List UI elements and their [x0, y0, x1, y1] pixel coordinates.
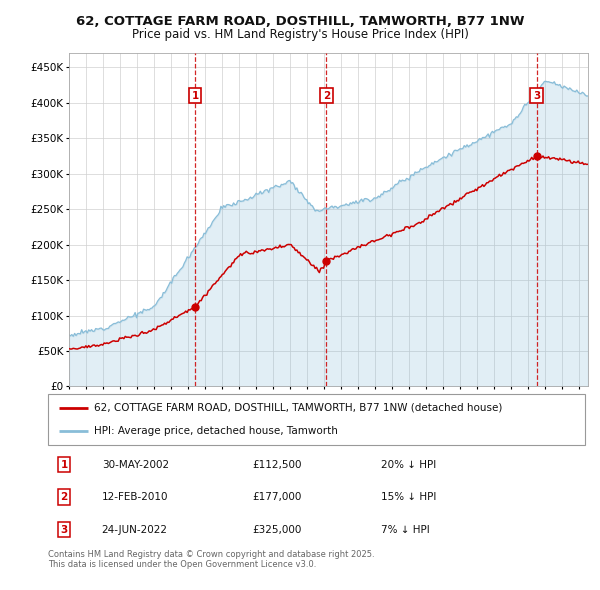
- Text: £112,500: £112,500: [252, 460, 302, 470]
- Text: 62, COTTAGE FARM ROAD, DOSTHILL, TAMWORTH, B77 1NW (detached house): 62, COTTAGE FARM ROAD, DOSTHILL, TAMWORT…: [94, 402, 502, 412]
- Text: £177,000: £177,000: [252, 492, 301, 502]
- Text: 12-FEB-2010: 12-FEB-2010: [102, 492, 168, 502]
- Text: 62, COTTAGE FARM ROAD, DOSTHILL, TAMWORTH, B77 1NW: 62, COTTAGE FARM ROAD, DOSTHILL, TAMWORT…: [76, 15, 524, 28]
- Text: 1: 1: [191, 91, 199, 101]
- Text: 7% ↓ HPI: 7% ↓ HPI: [381, 525, 430, 535]
- Text: 30-MAY-2002: 30-MAY-2002: [102, 460, 169, 470]
- Text: HPI: Average price, detached house, Tamworth: HPI: Average price, detached house, Tamw…: [94, 427, 338, 437]
- Text: Contains HM Land Registry data © Crown copyright and database right 2025.
This d: Contains HM Land Registry data © Crown c…: [48, 550, 374, 569]
- Text: 2: 2: [61, 492, 68, 502]
- FancyBboxPatch shape: [48, 394, 585, 445]
- Text: Price paid vs. HM Land Registry's House Price Index (HPI): Price paid vs. HM Land Registry's House …: [131, 28, 469, 41]
- Text: 24-JUN-2022: 24-JUN-2022: [102, 525, 168, 535]
- Text: 3: 3: [61, 525, 68, 535]
- Text: 2: 2: [323, 91, 330, 101]
- Text: £325,000: £325,000: [252, 525, 301, 535]
- Text: 1: 1: [61, 460, 68, 470]
- Text: 15% ↓ HPI: 15% ↓ HPI: [381, 492, 436, 502]
- Text: 3: 3: [533, 91, 540, 101]
- Text: 20% ↓ HPI: 20% ↓ HPI: [381, 460, 436, 470]
